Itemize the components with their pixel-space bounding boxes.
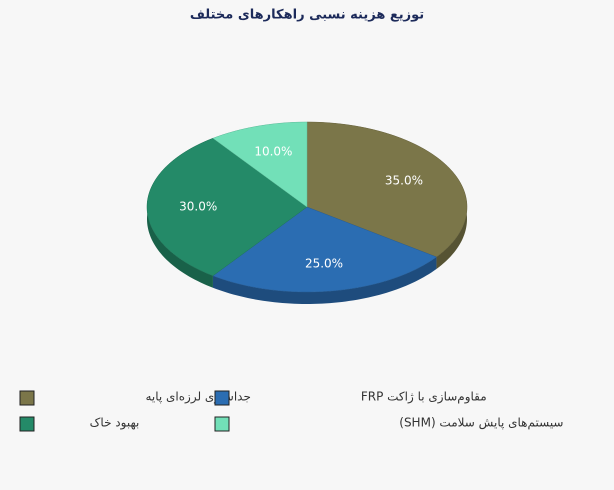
slice — [306, 121, 468, 258]
slice-side — [212, 256, 437, 304]
value-label: 10.0% — [254, 145, 292, 159]
value-label: 30.0% — [179, 200, 217, 214]
value-label: 35.0% — [385, 173, 423, 187]
legend-swatch — [19, 416, 35, 432]
legend-label: سیستم‌های پایش سلامت (SHM) — [399, 416, 563, 431]
slice — [212, 121, 308, 208]
legend-label: بهبود خاک — [90, 416, 140, 431]
chart-title: توزیع هزینه نسبی راهکارهای مختلف — [190, 8, 424, 23]
value-label: 25.0% — [305, 257, 343, 271]
slice — [146, 137, 308, 277]
legend-swatch — [214, 390, 230, 406]
legend-swatch — [214, 416, 230, 432]
legend-label: جداسازی لرزه‌ای پایه — [145, 390, 250, 405]
legend-swatch — [19, 390, 35, 406]
legend-label: FRP مقاوم‌سازی با ژاکت — [361, 390, 487, 405]
slice — [212, 206, 437, 293]
